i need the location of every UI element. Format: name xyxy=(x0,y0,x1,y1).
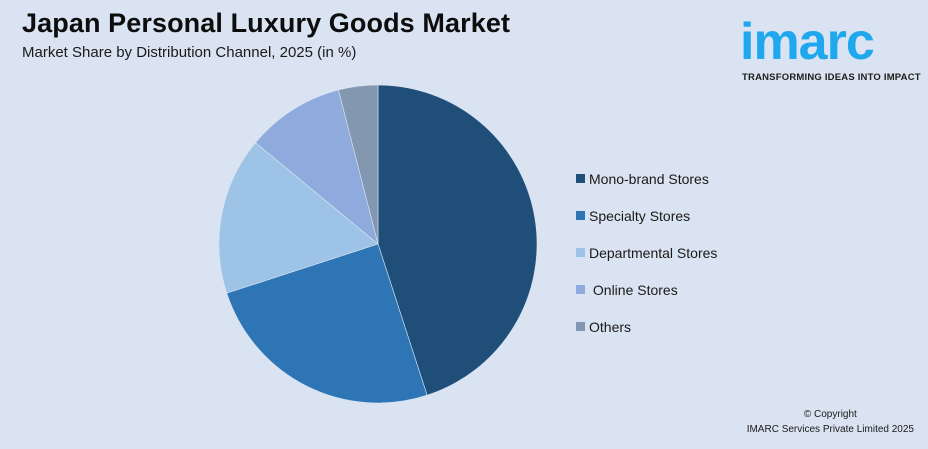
legend-item-others: Others xyxy=(576,308,717,345)
pie-slice-online-stores xyxy=(255,89,379,245)
legend-swatch-icon xyxy=(576,211,585,220)
pie-slice-departmental-stores xyxy=(218,142,379,294)
legend-swatch-icon xyxy=(576,322,585,331)
pie-slice-others xyxy=(338,84,379,245)
legend-swatch-icon xyxy=(576,174,585,183)
legend-item-mono-brand-stores: Mono-brand Stores xyxy=(576,160,717,197)
legend-item-specialty-stores: Specialty Stores xyxy=(576,197,717,234)
imarc-logo: imarc TRANSFORMING IDEAS INTO IMPACT xyxy=(740,8,922,88)
copyright-notice: © Copyright IMARC Services Private Limit… xyxy=(747,407,914,437)
legend-label: Mono-brand Stores xyxy=(589,170,709,187)
legend-label: Online Stores xyxy=(589,281,678,298)
pie-slice-mono-brand-stores xyxy=(377,84,538,396)
copyright-line-1: © Copyright xyxy=(803,409,857,420)
chart-title: Japan Personal Luxury Goods Market xyxy=(22,8,511,38)
legend-item-departmental-stores: Departmental Stores xyxy=(576,234,717,271)
pie-slice-specialty-stores xyxy=(226,243,428,404)
chart-subtitle: Market Share by Distribution Channel, 20… xyxy=(22,44,357,61)
copyright-line-2: IMARC Services Private Limited 2025 xyxy=(746,424,914,435)
legend-label: Departmental Stores xyxy=(589,244,718,261)
logo-wordmark: imarc xyxy=(740,13,875,71)
legend-label: Specialty Stores xyxy=(589,207,691,224)
legend-label: Others xyxy=(589,318,632,335)
legend-swatch-icon xyxy=(576,285,585,294)
logo-tagline: TRANSFORMING IDEAS INTO IMPACT xyxy=(742,72,921,83)
legend-swatch-icon xyxy=(576,248,585,257)
legend-item-online-stores: Online Stores xyxy=(576,271,717,308)
chart-legend: Mono-brand Stores Specialty Stores Depar… xyxy=(576,160,717,345)
